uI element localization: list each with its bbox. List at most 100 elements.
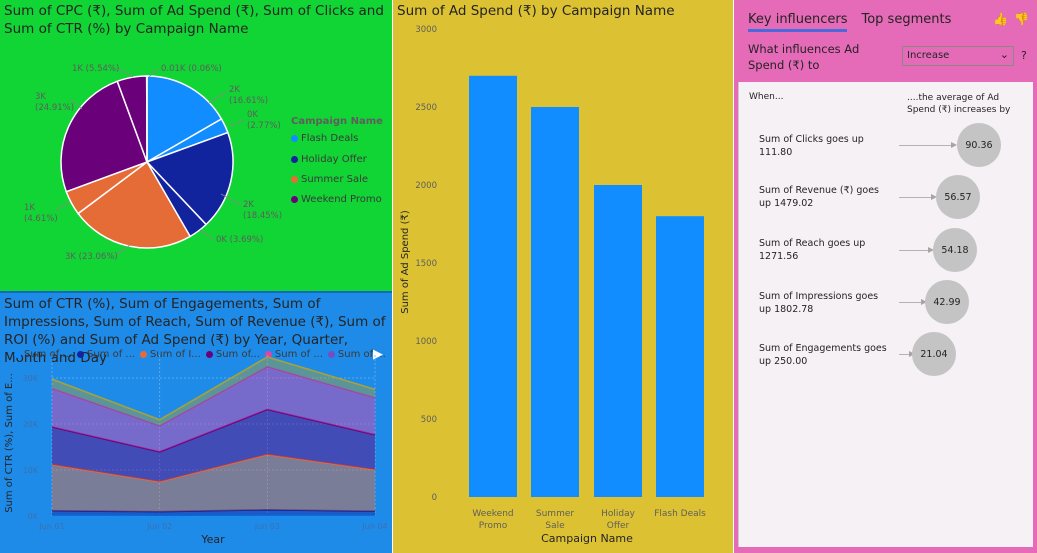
y-tick-label: 3000 [415,25,437,35]
pie-chart-svg: 1K (5.54%) 0.01K (0.06%)2K(16.61%)0K(2.77… [24,64,282,262]
area-series-line [51,356,376,421]
bar[interactable] [656,216,704,497]
ki-connector [899,250,928,251]
legend-swatch [291,135,298,142]
pie-data-label: 3K [35,92,46,102]
pie-legend-item-holiday-offer[interactable]: Holiday Offer [291,154,367,165]
x-tick-label: Promo [479,521,508,531]
x-axis-title: Campaign Name [541,532,633,545]
area-legend-item[interactable]: Sum of I... [139,349,201,360]
pie-chart-visual[interactable]: Sum of CPC (₹), Sum of Ad Spend (₹), Sum… [0,0,392,291]
x-tick-label: Offer [607,521,630,531]
legend-label: Sum of ... [24,349,72,360]
pie-data-label: 2K [243,200,254,210]
pie-legend-item-summer-sale[interactable]: Summer Sale [291,174,368,185]
y-axis-title: Sum of CTR (%), Sum of E... [4,373,15,513]
legend-label: Sum of ... [86,349,135,360]
area-series-fill [52,409,375,482]
leader-line [69,98,83,110]
ki-value-bubble: 56.57 [936,175,980,219]
pie-legend-item-weekend-promo[interactable]: Weekend Promo [291,194,382,205]
legend-swatch [14,351,21,358]
area-legend-item[interactable]: Sum of... [205,349,260,360]
bar-chart-title: Sum of Ad Spend (₹) by Campaign Name [397,3,675,19]
thumbs-down-icon[interactable]: 👎 [1014,12,1029,26]
tab-top-segments[interactable]: Top segments [861,12,952,27]
y-tick-label: 2500 [415,103,437,113]
y-tick-label: 20K [23,420,39,429]
x-tick-label: Jun 03 [254,522,280,531]
ki-connector [899,197,931,198]
legend-swatch [327,351,335,358]
x-tick-label: Flash Deals [654,509,706,519]
y-tick-label: 10K [23,466,39,475]
tab-key-influencers[interactable]: Key influencers [748,12,848,32]
bar[interactable] [531,107,579,497]
ki-row-label: Sum of Engagements goes up 250.00 [759,343,887,367]
leader-line [114,244,131,257]
pie-legend-item-flash-deals[interactable]: Flash Deals [291,133,358,144]
ki-question-text: What influences Ad Spend (₹) to [748,42,860,72]
ki-value-bubble: 54.18 [933,228,977,272]
area-legend-item[interactable]: Sum of ... [14,349,72,360]
y-tick-label: 1000 [415,337,437,347]
pie-data-label: 0K [247,110,258,120]
ki-direction-dropdown[interactable]: Increase ⌄ [902,46,1014,66]
area-legend-item[interactable]: Sum of ... [76,349,135,360]
area-legend-item[interactable]: Sum of ... [327,349,386,360]
area-series-fill [52,509,375,516]
arrow-right-icon [951,142,957,148]
x-tick-label: Holiday [601,509,636,519]
area-series-line [51,453,376,483]
legend-swatch [291,156,298,163]
arrow-right-icon [921,299,927,305]
legend-swatch [264,351,272,358]
area-chart-title: Sum of CTR (%), Sum of Engagements, Sum … [4,296,386,366]
legend-label: Sum of... [215,349,260,360]
ki-row-label: Sum of Impressions goes up 1802.78 [759,291,879,315]
area-legend: Sum of ... Sum of ... Sum of I... Sum of… [14,349,386,360]
y-tick-label: 0 [432,493,437,503]
pie-legend-title: Campaign Name [291,116,383,127]
ki-value-bubble: 90.36 [957,123,1001,167]
arrow-right-icon [928,247,934,253]
area-chart-visual[interactable]: Sum of CTR (%), Sum of Engagements, Sum … [0,291,392,553]
ki-connector [899,354,909,355]
pie-slice[interactable] [77,160,192,249]
y-tick-label: 30K [23,374,39,383]
ki-feedback: 👍 👎 [993,12,1029,26]
leader-line [199,229,214,240]
legend-swatch [205,351,213,358]
thumbs-up-icon[interactable]: 👍 [993,12,1009,26]
area-legend-item[interactable]: Sum of ... [264,349,323,360]
x-tick-label: Summer [536,509,574,519]
legend-label: Holiday Offer [301,154,367,165]
legend-label: Summer Sale [301,174,369,185]
bar[interactable] [469,75,517,498]
x-tick-label: Weekend [472,509,513,519]
x-axis-title: Year [200,533,225,546]
y-tick-label: 2000 [415,181,437,191]
pie-slice[interactable] [60,80,148,193]
area-series-fill [52,356,375,426]
pie-data-label: 2K [229,85,240,95]
ki-value-bubble: 21.04 [912,332,956,376]
leader-line [116,67,134,78]
y-tick-label: 500 [421,415,437,425]
legend-label: Weekend Promo [301,194,382,205]
ki-row-label: Sum of Revenue (₹) goes up 1479.02 [759,185,880,209]
x-tick-label: Sale [545,521,565,531]
legend-more-arrow[interactable]: ▶ [373,347,383,362]
pie-slice[interactable] [146,75,223,164]
help-icon[interactable]: ? [1021,49,1027,62]
pie-data-label: 1K [24,203,35,213]
chevron-down-icon: ⌄ [999,48,1009,61]
ki-connector [899,145,951,146]
pie-data-label: (4.61%) [24,214,58,224]
pie-slice[interactable] [145,131,234,226]
bar-chart-visual[interactable]: Sum of Ad Spend (₹) by Campaign Name 0 50… [393,0,733,553]
leader-line [55,201,71,211]
pie-data-label: (24.91%) [35,103,74,113]
bar[interactable] [594,185,642,497]
arrow-right-icon [931,194,937,200]
